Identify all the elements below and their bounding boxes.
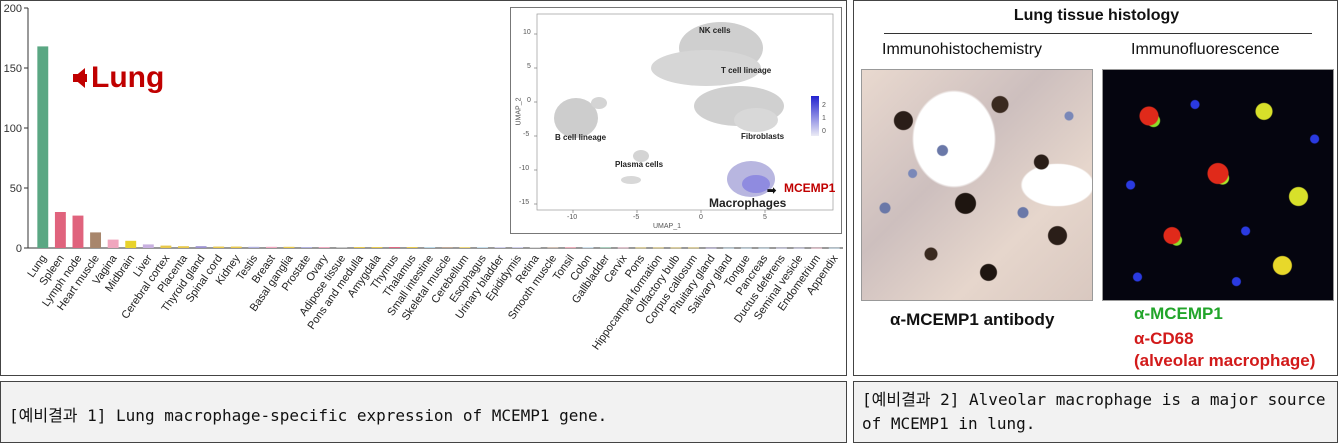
y-tick-label: 0	[16, 243, 22, 255]
umap-plot: -10 -5 0 5 10 5 0 -5 -10 -15 2 1 0 UMAP_…	[510, 7, 842, 234]
bar	[494, 247, 506, 248]
umap-ytick: -10	[519, 165, 530, 172]
ihc-micrograph	[861, 69, 1093, 301]
cluster-label-fibroblasts: Fibroblasts	[741, 132, 785, 141]
bar	[512, 247, 524, 248]
bar	[617, 247, 629, 249]
y-tick-label: 50	[10, 183, 22, 195]
if-mcemp1-label: α-MCEMP1	[1134, 304, 1223, 323]
bar	[230, 246, 242, 248]
bar	[459, 247, 471, 248]
bar	[793, 247, 805, 249]
bar	[600, 247, 612, 249]
arrow-left-icon	[73, 68, 87, 88]
cluster-label-b: B cell lineage	[555, 133, 607, 142]
bar	[72, 215, 84, 248]
bar	[723, 247, 735, 249]
arrow-right-icon: ➡	[767, 185, 777, 197]
umap-xtick: -10	[567, 214, 578, 221]
bar	[758, 247, 770, 249]
bar	[811, 247, 823, 249]
if-subtitle: Immunofluorescence	[1131, 41, 1280, 58]
umap-xtick: 0	[699, 214, 703, 221]
cluster-label-macrophages: Macrophages	[709, 196, 787, 210]
umap-xtick: 5	[763, 214, 767, 221]
umap-ytick: 10	[523, 29, 531, 36]
bar	[195, 246, 207, 248]
bar	[477, 247, 488, 248]
umap-ytick: -15	[519, 199, 530, 206]
bar	[652, 247, 664, 249]
ihc-subtitle: Immunohistochemistry	[882, 41, 1043, 58]
bar	[705, 247, 717, 249]
if-micrograph	[1102, 69, 1334, 301]
umap-ytick: 5	[527, 63, 531, 70]
lung-annotation-label: Lung	[91, 61, 165, 94]
bar	[547, 247, 559, 249]
umap-legend-tick: 0	[822, 128, 826, 135]
bar	[283, 246, 295, 248]
bar	[248, 246, 260, 248]
if-alveolar-macrophage-label: (alveolar macrophage)	[1134, 351, 1316, 370]
bar	[775, 247, 787, 249]
lung-annotation: Lung	[73, 61, 164, 95]
bar	[389, 247, 400, 248]
y-tick-label: 150	[4, 63, 22, 75]
bar	[353, 247, 365, 248]
ihc-antibody-label: α-MCEMP1 antibody	[890, 310, 1055, 329]
bar	[406, 247, 418, 248]
bar	[213, 246, 225, 248]
bar	[125, 240, 137, 248]
caption-result-1: [예비결과 1] Lung macrophage-specific expres…	[0, 381, 847, 443]
cluster-label-nk: NK cells	[699, 26, 731, 35]
bar	[688, 247, 699, 249]
bar	[265, 246, 277, 248]
bar	[160, 245, 172, 248]
bar	[142, 244, 154, 248]
cluster-label-plasma: Plasma cells	[615, 160, 664, 169]
umap-legend-tick: 1	[822, 115, 826, 122]
bar	[828, 247, 840, 249]
bar	[424, 247, 436, 248]
umap-legend-tick: 2	[822, 102, 826, 109]
umap-xlabel: UMAP_1	[653, 223, 682, 230]
umap-scatter	[534, 13, 834, 213]
expression-panel: 0 50 100 150 200 Lung Spleen Lymph node Heart mu…	[0, 0, 847, 376]
bar	[582, 247, 594, 249]
bar	[670, 247, 682, 249]
bar	[336, 247, 348, 248]
bar	[635, 247, 647, 249]
bar	[37, 46, 49, 249]
title-divider	[884, 33, 1312, 34]
bar	[441, 247, 453, 248]
bar	[178, 246, 189, 248]
histology-panel: Lung tissue histology Immunohistochemist…	[853, 0, 1338, 376]
bar	[371, 247, 383, 248]
bar	[318, 247, 330, 248]
y-tick-label: 200	[4, 3, 22, 15]
bar	[529, 247, 541, 248]
bar	[740, 247, 752, 249]
bar	[107, 239, 119, 248]
umap-xtick: -5	[633, 214, 640, 221]
mcemp1-gene-label: MCEMP1	[784, 181, 836, 195]
y-tick-label: 100	[4, 123, 22, 135]
bar	[301, 247, 313, 248]
histology-title: Lung tissue histology	[1013, 7, 1180, 24]
caption-result-2: [예비결과 2] Alveolar macrophage is a major …	[853, 381, 1338, 443]
bar	[90, 232, 102, 248]
umap-ytick: -5	[523, 131, 530, 138]
umap-ytick: 0	[527, 97, 531, 104]
bar	[564, 247, 576, 249]
umap-color-legend	[811, 96, 819, 136]
cluster-label-t: T cell lineage	[721, 66, 772, 75]
if-cd68-label: α-CD68	[1134, 329, 1194, 348]
bar	[54, 212, 66, 248]
umap-ylabel: UMAP_2	[515, 97, 523, 126]
